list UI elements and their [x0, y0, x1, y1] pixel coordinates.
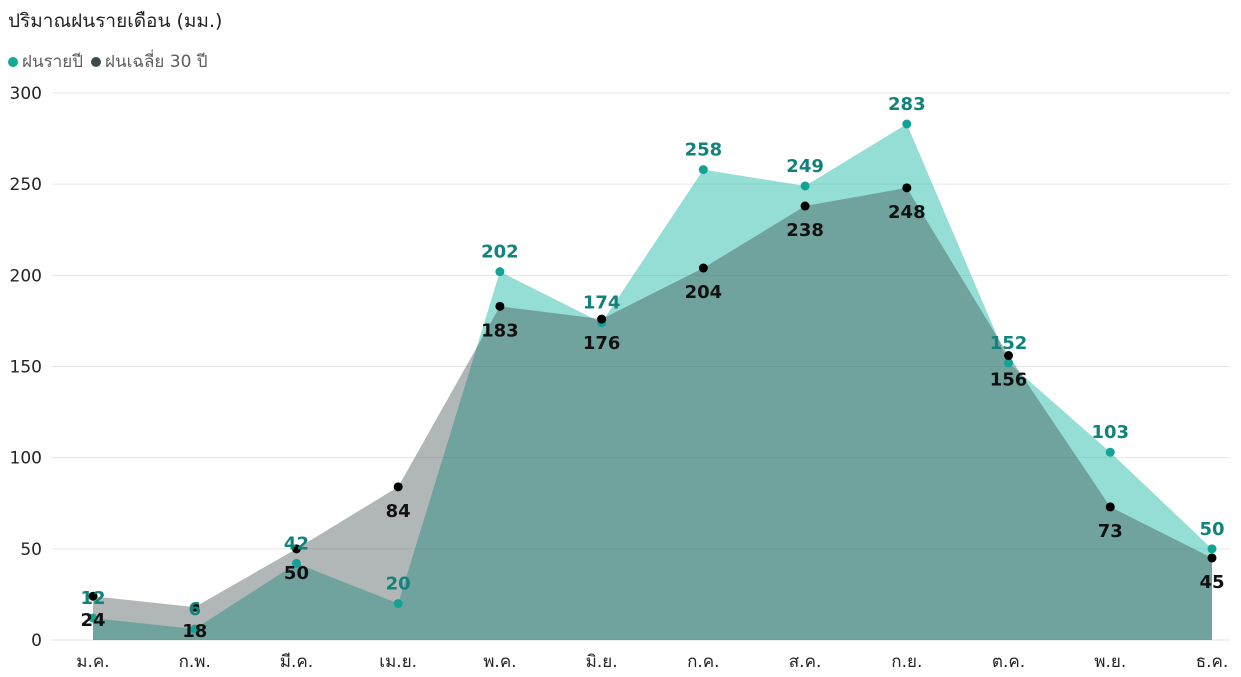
data-label-annual: 174: [583, 293, 621, 314]
data-label-annual: 42: [284, 533, 309, 554]
point-average: [597, 314, 607, 324]
legend-label-average: ฝนเฉลี่ย 30 ปี: [105, 52, 208, 72]
point-average: [88, 591, 98, 601]
data-label-average: 183: [481, 320, 519, 341]
y-tick-label: 0: [31, 631, 42, 651]
data-label-average: 18: [182, 621, 207, 642]
legend-marker-annual: [8, 56, 18, 67]
x-tick-label: มี.ค.: [280, 652, 313, 672]
x-tick-label: ธ.ค.: [1196, 652, 1229, 672]
y-tick-label: 100: [10, 449, 42, 469]
data-label-annual: 202: [481, 242, 519, 263]
point-average: [902, 183, 912, 193]
data-label-annual: 258: [685, 140, 723, 161]
data-label-average: 238: [786, 220, 824, 241]
data-label-annual: 20: [386, 574, 411, 595]
legend: ฝนรายปี ฝนเฉลี่ย 30 ปี: [8, 48, 216, 75]
data-label-annual: 249: [786, 156, 824, 177]
data-label-annual: 6: [188, 599, 201, 620]
point-annual: [88, 613, 98, 623]
x-tick-label: ส.ค.: [789, 652, 822, 672]
area-average: [93, 187, 1212, 640]
x-tick-label: ต.ค.: [992, 652, 1025, 672]
x-tick-label: ม.ค.: [76, 652, 109, 672]
point-annual: [1004, 358, 1014, 368]
y-tick-label: 150: [10, 358, 42, 378]
data-label-average: 84: [386, 501, 411, 522]
legend-marker-average: [91, 56, 102, 67]
point-average: [1004, 351, 1014, 361]
point-annual: [698, 165, 708, 175]
x-tick-label: ก.พ.: [179, 652, 211, 672]
data-label-average: 204: [685, 282, 723, 303]
point-average: [190, 602, 200, 612]
point-annual: [902, 119, 912, 129]
legend-item-average[interactable]: ฝนเฉลี่ย 30 ปี: [91, 48, 208, 75]
data-label-annual: 12: [80, 588, 105, 609]
x-tick-label: มิ.ย.: [586, 652, 618, 672]
point-annual: [190, 624, 200, 634]
point-annual: [1207, 544, 1217, 554]
data-label-average: 73: [1098, 521, 1123, 542]
point-average: [393, 482, 403, 492]
x-tick-label: ก.ย.: [891, 652, 922, 672]
data-label-average: 24: [80, 610, 105, 631]
data-label-average: 50: [284, 563, 309, 584]
data-label-average: 45: [1199, 572, 1224, 593]
point-annual: [393, 599, 403, 609]
data-label-average: 176: [583, 333, 621, 354]
point-average: [495, 301, 505, 311]
point-annual: [1105, 447, 1115, 457]
y-tick-label: 300: [10, 84, 42, 104]
point-average: [800, 201, 810, 211]
y-tick-label: 250: [10, 175, 42, 195]
x-tick-label: พ.ย.: [1094, 652, 1126, 672]
data-label-average: 156: [990, 370, 1028, 391]
point-average: [698, 263, 708, 273]
y-tick-label: 50: [20, 540, 42, 560]
point-annual: [495, 267, 505, 277]
x-tick-label: พ.ค.: [483, 652, 516, 672]
data-label-average: 248: [888, 202, 926, 223]
chart-title: ปริมาณฝนรายเดือน (มม.): [8, 10, 223, 32]
legend-item-annual[interactable]: ฝนรายปี: [8, 48, 83, 75]
legend-label-annual: ฝนรายปี: [22, 52, 84, 72]
data-label-annual: 103: [1091, 422, 1129, 443]
point-annual: [800, 181, 810, 191]
point-annual: [291, 558, 301, 568]
x-tick-label: ก.ค.: [687, 652, 719, 672]
x-tick-label: เม.ย.: [379, 652, 417, 672]
data-label-annual: 283: [888, 94, 926, 115]
data-label-annual: 50: [1199, 519, 1224, 540]
y-tick-label: 200: [10, 266, 42, 286]
point-average: [1105, 502, 1115, 512]
point-average: [1207, 553, 1217, 563]
area-annual: [93, 123, 1212, 641]
point-average: [291, 544, 301, 554]
data-label-annual: 152: [990, 333, 1028, 354]
